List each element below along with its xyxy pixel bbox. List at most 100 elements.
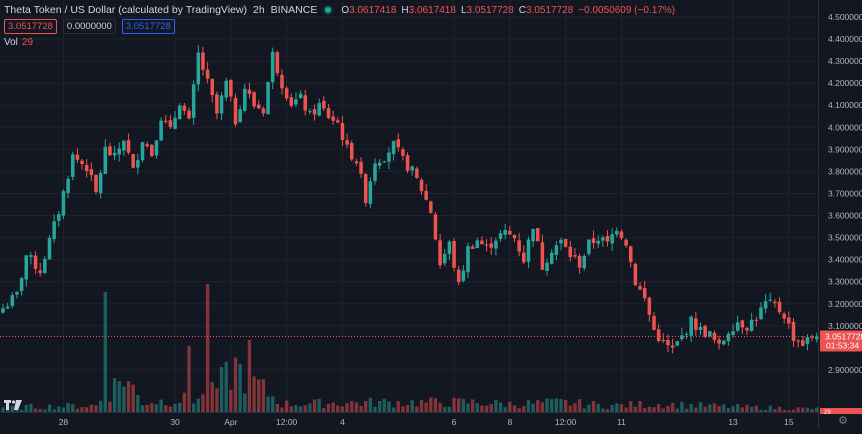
candle-body [442,253,447,264]
candle [735,315,740,333]
settings-gear-icon[interactable]: ⚙ [838,415,848,427]
candle [540,234,545,270]
candle-body [163,120,168,122]
candle [628,245,633,268]
candle-body [601,237,605,241]
candle-body [331,116,335,121]
time-axis-label: 4 [340,417,345,427]
candle [210,78,215,103]
volume-bar [196,398,200,412]
candle [796,339,800,348]
candle-body [75,154,80,160]
candle [596,235,600,248]
volume-bar [168,406,173,412]
candle-body [154,140,159,156]
candle-body [140,142,145,161]
candle [159,117,163,141]
candle-body [773,301,777,304]
volume-bar [377,401,382,412]
volume-bar [24,404,28,412]
candle [312,104,317,121]
volume-bar [52,409,56,412]
candle-body [638,286,642,290]
candle-body [57,214,61,221]
candle [452,237,456,272]
volume-bar [736,404,740,412]
volume-bar [782,409,786,412]
candle [419,177,424,195]
candle-body [759,307,763,320]
candle-body [777,301,782,313]
candle [749,312,754,333]
price-axis-label: 4.2000000 [828,78,862,88]
candle [517,232,521,257]
chart-legend: Theta Token / US Dollar (calculated by T… [4,4,675,16]
candle [675,341,680,347]
volume-bar [331,402,335,412]
symbol-title[interactable]: Theta Token / US Dollar (calculated by T… [4,4,247,16]
volume-bar [280,407,284,412]
candle [433,211,438,241]
volume-bar [419,399,424,412]
volume-bar [205,284,210,412]
candle-body [670,345,675,348]
candle-body [298,93,303,99]
candle [447,239,452,261]
volume-bar [484,405,489,412]
candle-body [647,297,652,315]
volume-bar [401,406,405,412]
interval-label[interactable]: 2h [252,4,265,16]
candle [461,265,466,283]
volume-bar [475,403,479,412]
volume-bar [354,402,359,412]
candle-body [726,333,731,342]
candle [294,92,298,108]
volume-bar [364,401,368,412]
candle-body [652,315,656,330]
candle [801,336,805,347]
candle [70,151,75,181]
candle [754,316,759,327]
candle-body [349,142,354,160]
candle [708,331,712,338]
candle-body [717,339,721,344]
candle [80,158,84,170]
volume-bar [787,410,791,412]
volume-bar [452,397,456,412]
volume-legend[interactable]: Vol 29 [4,37,33,48]
price-input-blue[interactable]: 3.0517728 [121,19,175,34]
candle-body [503,229,507,235]
time-axis-label: 30 [170,417,180,427]
candle-body [382,161,387,163]
price-input-red[interactable]: 3.0517728 [4,19,57,34]
volume-bar [94,405,98,412]
volume-bar [680,401,684,412]
price-axis-label: 3.9000000 [828,144,862,154]
candle [57,210,61,227]
volume-tag-value: 29 [824,410,831,416]
tradingview-logo-icon[interactable] [4,399,22,414]
candle [10,292,15,309]
candle [187,107,191,120]
volume-bar [317,398,321,412]
candle [563,238,568,248]
volume-bar [261,379,266,412]
volume-bar [61,407,66,412]
candle [554,241,559,261]
candle [782,311,786,324]
candle-body [410,166,414,171]
volume-bar [461,398,466,412]
price-axis-label: 3.4000000 [828,255,862,265]
volume-label: Vol [4,37,18,48]
price-input-zero[interactable]: 0.0000000 [62,19,116,34]
time-axis-label: Apr [224,417,237,427]
candle [61,189,66,220]
candle [763,294,768,314]
candle [196,45,201,92]
candle-body [596,240,600,244]
volume-bar [229,389,233,412]
candle [526,236,531,269]
volume-bar [498,402,503,412]
